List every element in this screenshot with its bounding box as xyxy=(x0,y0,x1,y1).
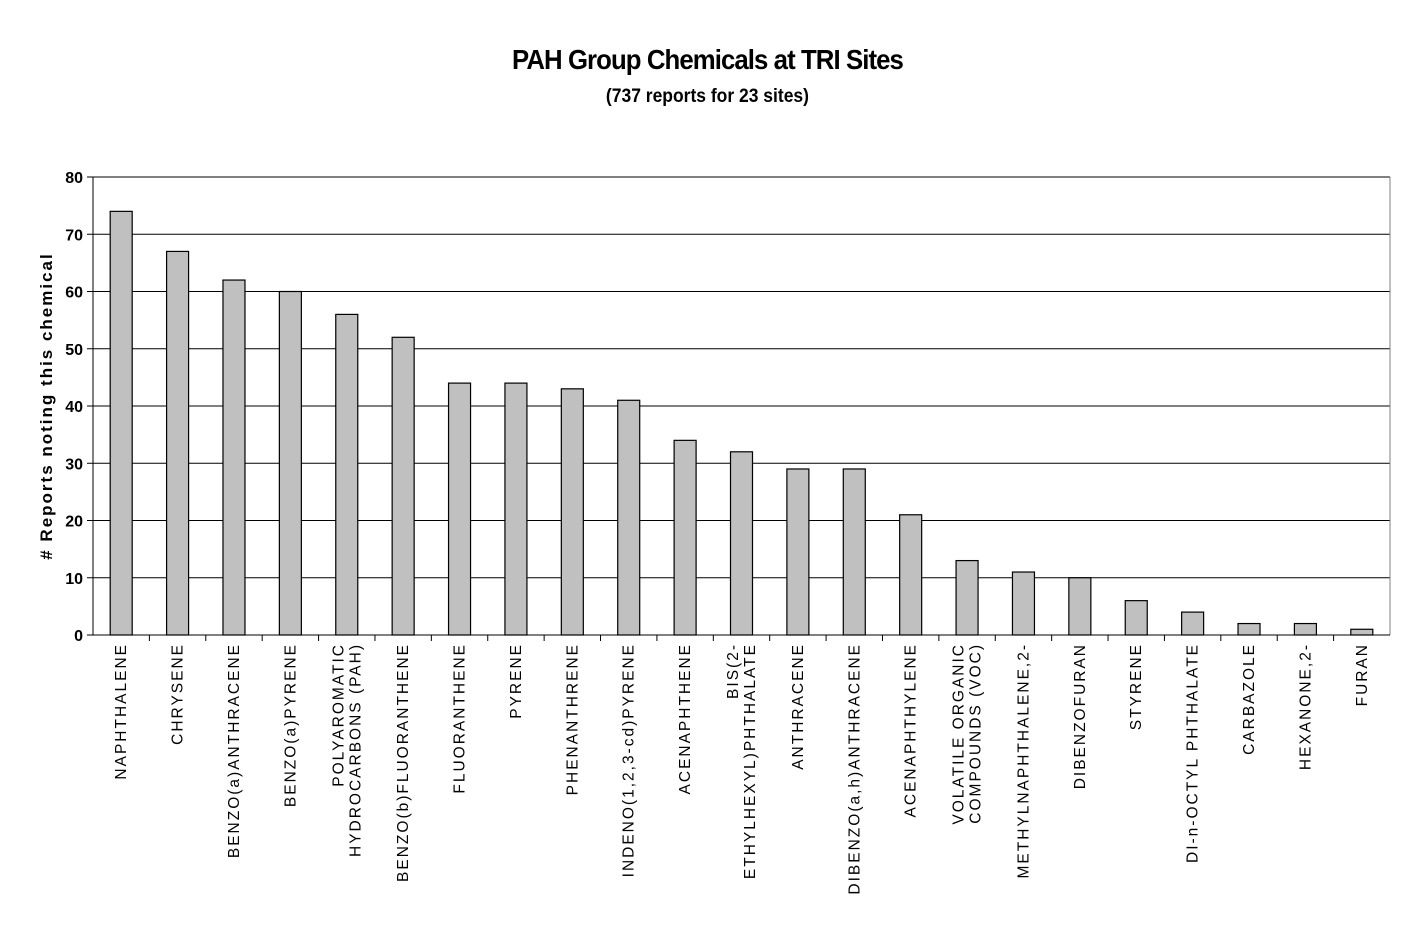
y-tick-label: 60 xyxy=(65,285,83,302)
category-label-line: METHYLNAPHTHALENE,2- xyxy=(1015,643,1032,879)
y-tick-label: 40 xyxy=(65,399,83,416)
category-label-line: INDENO(1,2,3-cd)PYRENE xyxy=(621,643,638,877)
bar xyxy=(1011,571,1036,636)
category-label-line: DI-n-OCTYL PHTHALATE xyxy=(1185,643,1202,863)
category-label-line: FLUORANTHENE xyxy=(452,643,469,794)
bar xyxy=(1293,622,1318,636)
category-label: METHYLNAPHTHALENE,2- xyxy=(1015,643,1032,879)
category-label-line: DIBENZOFURAN xyxy=(1072,643,1089,789)
category-label-line: CARBAZOLE xyxy=(1241,643,1258,755)
bar xyxy=(391,336,415,636)
category-label: DIBENZOFURAN xyxy=(1072,643,1089,789)
category-label-line: DIBENZO(a,h)ANTHRACENE xyxy=(846,643,863,895)
category-label-line: ETHYLHEXYL)PHTHALATE xyxy=(742,643,759,879)
bar xyxy=(165,250,190,636)
bar xyxy=(504,382,528,636)
bar xyxy=(617,399,641,636)
bar xyxy=(899,514,923,636)
category-label-line: NAPHTHALENE xyxy=(113,643,130,780)
y-tick-label: 0 xyxy=(74,628,83,645)
bar xyxy=(1237,622,1261,636)
category-label-line: ANTHRACENE xyxy=(790,643,807,770)
bar xyxy=(222,279,246,636)
y-tick-label: 10 xyxy=(65,571,83,588)
y-tick-label: 20 xyxy=(65,514,83,531)
y-tick-label: 70 xyxy=(65,227,83,244)
bar xyxy=(1124,600,1148,636)
y-tick-label: 30 xyxy=(65,456,83,473)
category-label: ACENAPHTHYLENE xyxy=(903,643,920,817)
bar xyxy=(278,290,302,636)
category-label: CHRYSENE xyxy=(170,643,187,745)
category-label: STYRENE xyxy=(1128,643,1145,730)
category-label-line: HEXANONE,2- xyxy=(1297,643,1314,770)
category-label-line: HYDROCARBONS (PAH) xyxy=(347,643,364,857)
bar xyxy=(955,559,979,636)
category-label: BENZO(a)ANTHRACENE xyxy=(226,643,243,858)
bar xyxy=(729,451,754,636)
category-label: POLYAROMATIC HYDROCARBONS (PAH) xyxy=(330,643,364,857)
category-label: FLUORANTHENE xyxy=(452,643,469,794)
bar xyxy=(842,468,866,636)
category-label-line: ACENAPHTHENE xyxy=(677,643,694,794)
category-label: ACENAPHTHENE xyxy=(677,643,694,794)
bar xyxy=(1068,577,1092,636)
category-label-line: STYRENE xyxy=(1128,643,1145,730)
category-label-line: ACENAPHTHYLENE xyxy=(903,643,920,817)
category-label: BENZO(a)PYRENE xyxy=(282,643,299,807)
category-label-line: FURAN xyxy=(1354,643,1371,706)
category-label: PYRENE xyxy=(508,643,525,719)
category-label: BIS(2- ETHYLHEXYL)PHTHALATE xyxy=(725,643,759,879)
category-label-line: POLYAROMATIC xyxy=(330,643,347,787)
y-tick-label: 50 xyxy=(65,342,83,359)
chart-title: PAH Group Chemicals at TRI Sites xyxy=(511,44,904,75)
bar xyxy=(447,382,472,636)
category-label-line: COMPOUNDS (VOC) xyxy=(968,643,985,824)
category-label-line: BENZO(b)FLUORANTHENE xyxy=(395,643,412,882)
bar xyxy=(786,468,810,636)
category-label: VOLATILE ORGANIC COMPOUNDS (VOC) xyxy=(951,643,985,825)
axes xyxy=(87,176,1391,641)
category-label-line: CHRYSENE xyxy=(170,643,187,745)
category-label-line: PYRENE xyxy=(508,643,525,719)
category-label: FURAN xyxy=(1354,643,1371,706)
bar xyxy=(673,439,697,636)
bars xyxy=(109,210,1374,636)
category-label-line: VOLATILE ORGANIC xyxy=(951,643,968,825)
category-label: PHENANTHRENE xyxy=(564,643,581,795)
category-label: HEXANONE,2- xyxy=(1297,643,1314,770)
bar xyxy=(1181,611,1205,636)
bar xyxy=(335,313,359,636)
category-label: DI-n-OCTYL PHTHALATE xyxy=(1185,643,1202,863)
category-label: DIBENZO(a,h)ANTHRACENE xyxy=(846,643,863,895)
bar xyxy=(560,388,584,636)
category-label: BENZO(b)FLUORANTHENE xyxy=(395,643,412,882)
y-axis-label: # Reports noting this chemical xyxy=(37,252,56,560)
bar xyxy=(109,210,133,636)
y-tick-label: 80 xyxy=(65,170,83,187)
chart-subtitle: (737 reports for 23 sites) xyxy=(605,86,809,107)
category-label-line: BIS(2- xyxy=(725,643,742,699)
y-tick-labels: 0 10 20 30 40 50 60 70 80 xyxy=(65,170,83,645)
category-label: ANTHRACENE xyxy=(790,643,807,770)
category-labels: NAPHTHALENE CHRYSENE BENZO(a)ANTHRACENE BEN… xyxy=(113,643,1371,895)
category-label-line: PHENANTHRENE xyxy=(564,643,581,795)
category-label: CARBAZOLE xyxy=(1241,643,1258,755)
category-label-line: BENZO(a)ANTHRACENE xyxy=(226,643,243,858)
category-label: NAPHTHALENE xyxy=(113,643,130,780)
category-label-line: BENZO(a)PYRENE xyxy=(282,643,299,807)
bar xyxy=(1350,628,1374,636)
category-label: INDENO(1,2,3-cd)PYRENE xyxy=(621,643,638,877)
